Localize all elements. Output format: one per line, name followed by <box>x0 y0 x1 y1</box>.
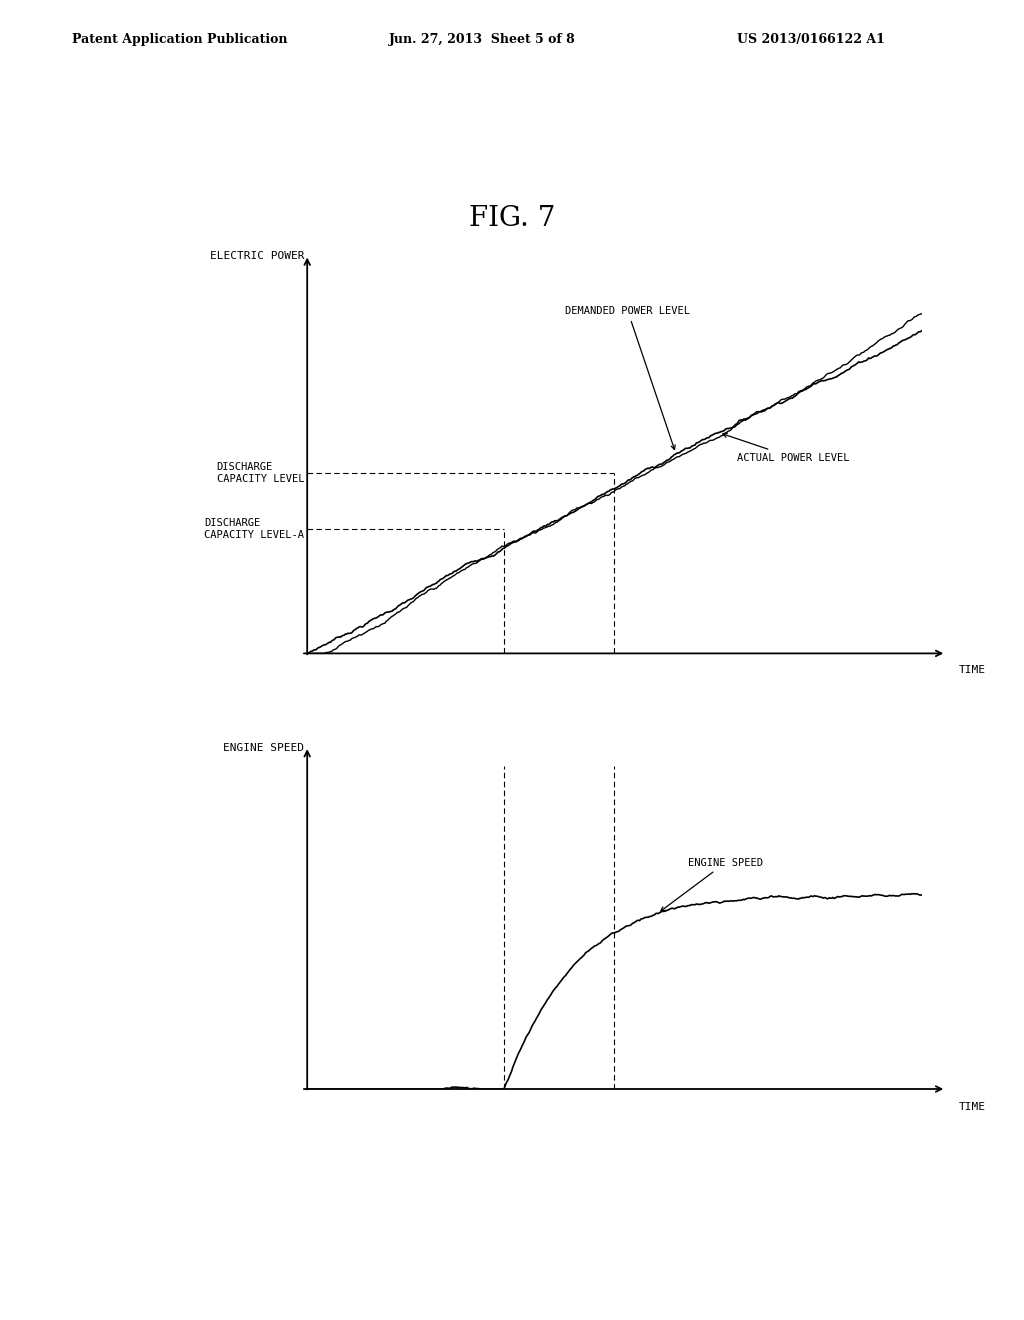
Text: ENGINE SPEED: ENGINE SPEED <box>660 858 763 911</box>
Text: ELECTRIC POWER: ELECTRIC POWER <box>210 251 304 261</box>
Text: TIME: TIME <box>958 1102 985 1111</box>
Text: DISCHARGE
CAPACITY LEVEL: DISCHARGE CAPACITY LEVEL <box>217 462 304 483</box>
Text: ENGINE SPEED: ENGINE SPEED <box>223 743 304 752</box>
Text: ACTUAL POWER LEVEL: ACTUAL POWER LEVEL <box>723 433 850 463</box>
Text: Jun. 27, 2013  Sheet 5 of 8: Jun. 27, 2013 Sheet 5 of 8 <box>389 33 575 46</box>
Text: DEMANDED POWER LEVEL: DEMANDED POWER LEVEL <box>565 306 690 450</box>
Text: TIME: TIME <box>958 665 985 675</box>
Text: US 2013/0166122 A1: US 2013/0166122 A1 <box>737 33 885 46</box>
Text: DISCHARGE
CAPACITY LEVEL-A: DISCHARGE CAPACITY LEVEL-A <box>204 519 304 540</box>
Text: Patent Application Publication: Patent Application Publication <box>72 33 287 46</box>
Text: FIG. 7: FIG. 7 <box>469 205 555 231</box>
